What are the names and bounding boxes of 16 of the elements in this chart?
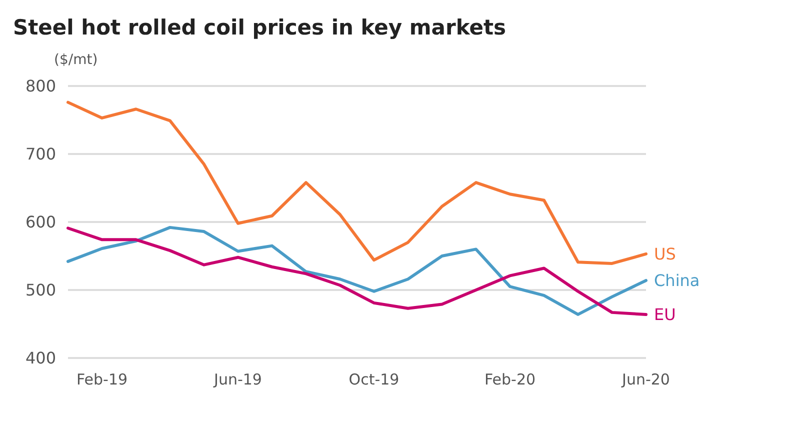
y-tick-label: 500 (25, 280, 56, 300)
series-label: EU (654, 304, 676, 324)
x-tick-label: Feb-20 (484, 370, 536, 388)
chart-title: Steel hot rolled coil prices in key markets (13, 16, 506, 40)
x-tick-label: Jun-20 (621, 370, 670, 388)
series-label: China (654, 270, 700, 290)
x-tick-label: Feb-19 (76, 370, 128, 388)
y-tick-label: 700 (25, 144, 56, 164)
y-tick-label: 400 (25, 348, 56, 368)
line-series (66, 100, 648, 265)
y-axis-title: ($/mt) (54, 52, 98, 68)
y-tick-label: 600 (25, 212, 56, 232)
x-tick-label: Jun-19 (213, 370, 262, 388)
y-tick-label: 800 (25, 76, 56, 96)
series-label: US (654, 244, 676, 264)
x-tick-label: Oct-19 (348, 370, 400, 388)
